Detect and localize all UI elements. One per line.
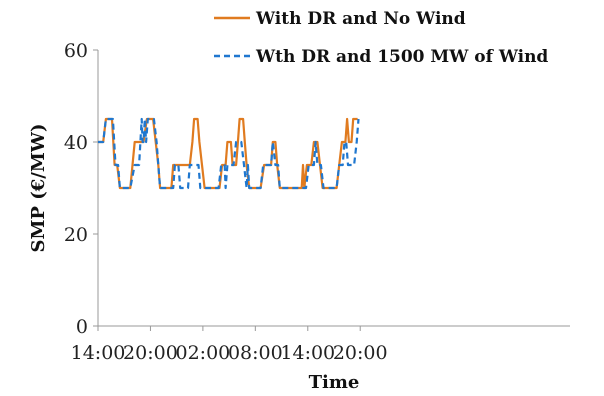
series-line-no-wind bbox=[98, 117, 358, 190]
series-layer bbox=[98, 117, 360, 190]
legend: With DR and No Wind Wth DR and 1500 MW o… bbox=[214, 9, 548, 67]
x-tick-label: 08:00 bbox=[228, 342, 283, 364]
y-axis-title: SMP (€/MW) bbox=[28, 124, 49, 253]
x-axis-title: Time bbox=[309, 372, 360, 393]
series-line-wind bbox=[98, 117, 360, 190]
x-tick-label: 20:00 bbox=[123, 342, 178, 364]
x-tick-label: 02:00 bbox=[176, 342, 231, 364]
x-tick-label: 20:00 bbox=[333, 342, 388, 364]
y-tick-label: 40 bbox=[64, 132, 88, 154]
y-tick-label: 20 bbox=[64, 224, 88, 246]
y-tick-label: 60 bbox=[64, 40, 88, 62]
y-axis-ticks: 0 20 40 60 bbox=[64, 40, 98, 338]
x-tick-label: 14:00 bbox=[280, 342, 335, 364]
legend-label-no-wind: With DR and No Wind bbox=[255, 9, 466, 29]
y-tick-label: 0 bbox=[76, 316, 88, 338]
x-tick-label: 14:00 bbox=[71, 342, 126, 364]
legend-label-wind: Wth DR and 1500 MW of Wind bbox=[255, 47, 548, 67]
